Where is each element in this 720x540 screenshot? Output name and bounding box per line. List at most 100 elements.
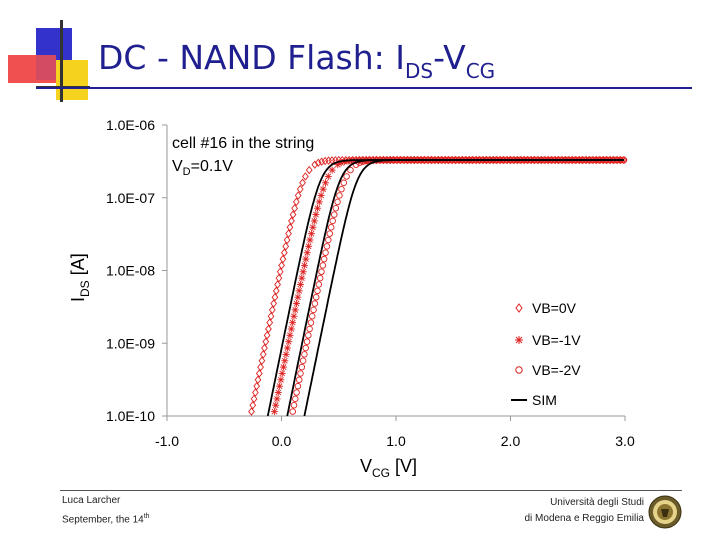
legend-marker-diamond <box>515 303 523 313</box>
data-point-asterisk <box>312 211 320 219</box>
data-point-diamond <box>285 229 292 238</box>
data-point-circle <box>290 401 298 409</box>
data-point-asterisk <box>270 408 278 416</box>
data-point-circle <box>340 179 348 187</box>
data-point-circle <box>303 338 311 345</box>
data-point-asterisk <box>285 338 293 346</box>
y-axis-label: IDS [A] <box>68 253 92 302</box>
data-point-circle <box>293 389 300 396</box>
legend: VB=0V VB=-1V VB=-2V SIM <box>511 300 581 408</box>
data-point-asterisk <box>273 395 281 403</box>
data-point-circle <box>299 357 307 364</box>
data-point-diamond <box>278 261 285 270</box>
footer-date-sup: th <box>143 513 150 520</box>
data-point-asterisk <box>289 319 297 327</box>
data-point-circle <box>307 319 315 326</box>
data-point-diamond <box>259 350 267 359</box>
data-point-circle <box>332 204 340 212</box>
data-point-asterisk <box>319 185 327 193</box>
data-point-diamond <box>261 343 268 353</box>
data-point-diamond <box>299 178 306 188</box>
y-tick-label: 1.0E-10 <box>106 408 155 424</box>
data-point-diamond <box>318 157 326 166</box>
data-point-diamond <box>289 210 297 219</box>
data-point-asterisk <box>281 357 289 365</box>
data-point-asterisk <box>306 236 314 244</box>
data-point-diamond <box>255 369 263 378</box>
data-point-asterisk <box>299 268 307 276</box>
data-point-diamond <box>288 216 295 226</box>
title-sub-ds: DS <box>405 59 434 83</box>
data-point-diamond <box>265 324 272 334</box>
data-point-diamond <box>283 235 291 245</box>
x-tick-label: 2.0 <box>501 433 521 449</box>
data-point-circle <box>310 306 317 314</box>
data-point-diamond <box>252 388 259 397</box>
sim-curve <box>303 159 624 417</box>
data-point-asterisk <box>328 166 336 174</box>
annotation-value: =0.1V <box>191 158 234 175</box>
data-point-diamond <box>272 286 280 296</box>
data-point-circle <box>297 370 304 377</box>
y-tick-group: 1.0E-10 1.0E-09 1.0E-08 1.0E-07 1.0E-06 <box>106 117 167 424</box>
data-point-asterisk <box>305 242 313 250</box>
x-tick-label: -1.0 <box>155 433 179 449</box>
logo-bar-vertical <box>60 20 63 102</box>
footer-university-line2: di Modena e Reggio Emilia <box>524 513 644 524</box>
data-point-asterisk <box>309 223 317 231</box>
x-tick-label: 3.0 <box>615 433 635 449</box>
data-point-diamond <box>276 267 284 276</box>
x-tick-group: -1.0 0.0 1.0 2.0 3.0 <box>155 416 635 449</box>
data-point-asterisk <box>286 331 294 339</box>
legend-marker-asterisk <box>515 336 523 344</box>
data-point-diamond <box>267 312 275 321</box>
data-point-asterisk <box>276 382 284 390</box>
data-point-asterisk <box>282 350 290 358</box>
data-point-circle <box>334 198 341 206</box>
data-point-circle <box>294 382 302 390</box>
x-tick-label: 0.0 <box>272 433 292 449</box>
data-point-diamond <box>314 158 322 168</box>
title-sub-cg: CG <box>465 59 496 83</box>
data-point-circle <box>325 236 332 244</box>
data-point-asterisk <box>272 401 280 409</box>
data-point-circle <box>318 268 325 276</box>
data-point-diamond <box>305 165 313 175</box>
data-point-asterisk <box>283 344 291 352</box>
data-point-diamond <box>253 381 261 391</box>
data-point-asterisk <box>315 198 323 206</box>
y-axis-label-sub: DS <box>78 280 92 297</box>
data-point-asterisk <box>291 306 299 314</box>
data-point-circle <box>305 332 312 339</box>
data-point-circle <box>298 363 306 371</box>
data-point-circle <box>314 287 321 295</box>
data-point-diamond <box>270 299 278 308</box>
data-point-diamond <box>258 356 266 365</box>
data-point-asterisk <box>278 369 286 377</box>
data-point-asterisk <box>295 287 303 295</box>
data-point-asterisk <box>307 230 315 238</box>
university-seal-icon <box>648 495 682 529</box>
data-point-asterisk <box>294 293 302 301</box>
data-point-asterisk <box>290 312 298 320</box>
data-point-diamond <box>268 305 276 315</box>
data-point-circle <box>301 351 308 358</box>
data-point-circle <box>336 192 343 199</box>
data-point-diamond <box>291 203 299 213</box>
footer-date: September, the 14th <box>62 513 150 525</box>
data-point-diamond <box>274 280 281 289</box>
data-point-diamond <box>248 407 255 416</box>
legend-label-sim: SIM <box>532 392 557 408</box>
series-asterisk <box>270 156 627 416</box>
data-point-circle <box>316 274 324 282</box>
footer-university-line1: Università degli Studi <box>550 497 644 508</box>
data-point-diamond <box>249 401 257 410</box>
y-axis-label-i: I <box>68 297 88 302</box>
data-point-circle <box>295 376 303 384</box>
data-point-circle <box>306 325 313 333</box>
plot-area <box>167 125 625 416</box>
data-point-circle <box>322 249 329 256</box>
data-point-circle <box>343 173 350 180</box>
x-axis-label-unit: [V] <box>390 456 417 476</box>
